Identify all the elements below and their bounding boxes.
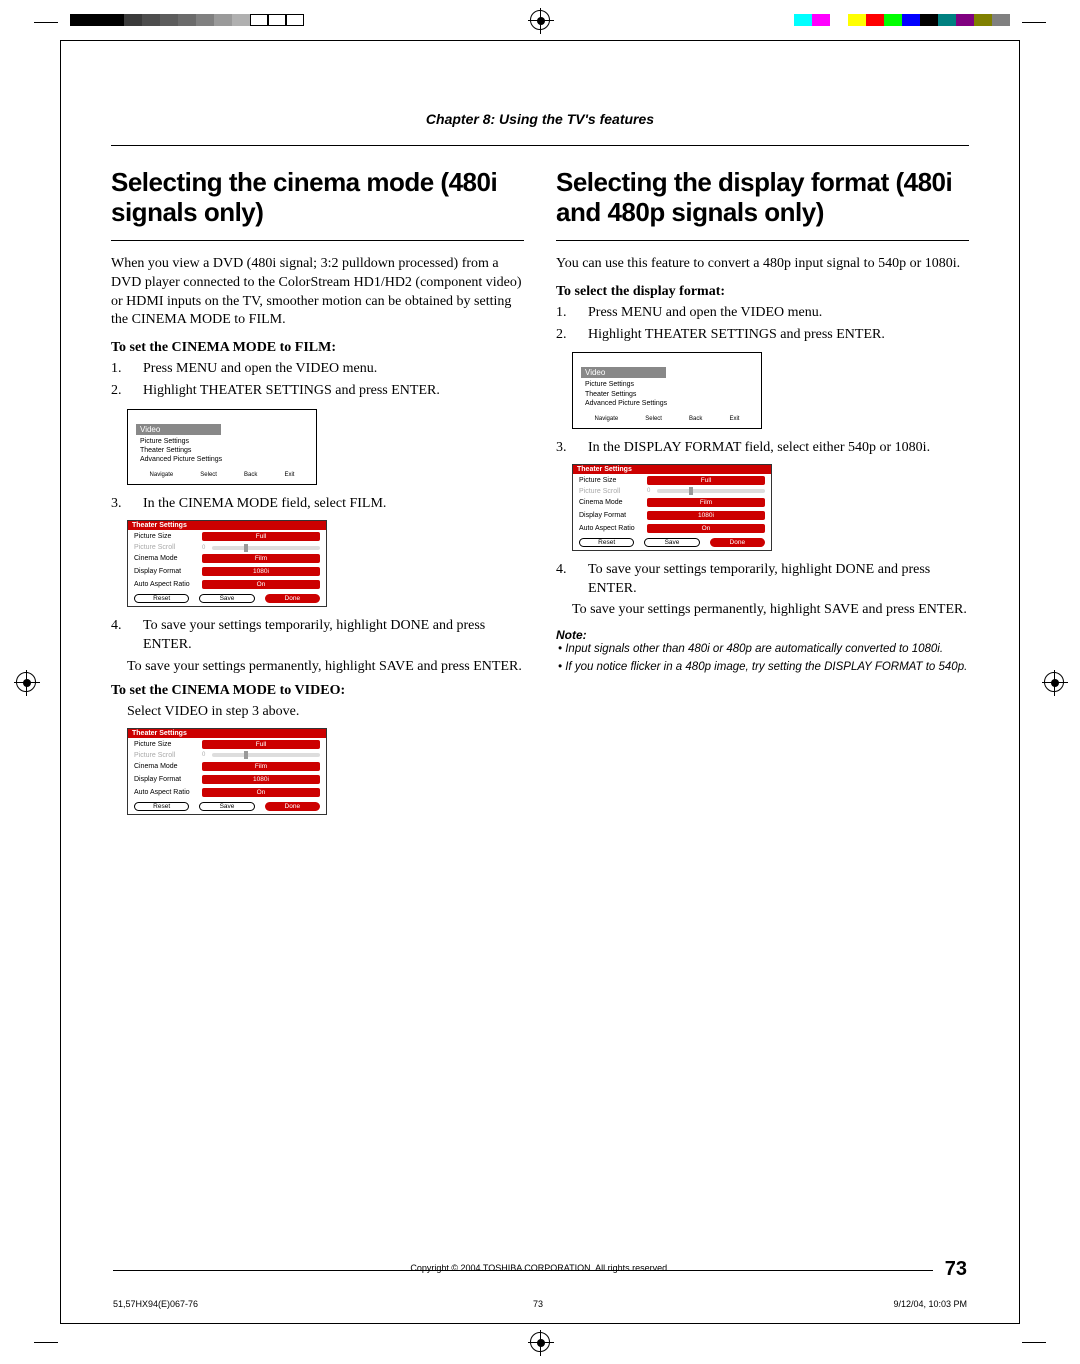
page: Chapter 8: Using the TV's features Selec… [60,40,1020,1324]
registration-bottom [0,1332,1080,1356]
subhead-video: To set the CINEMA MODE to VIDEO: [111,683,524,699]
reg-left-icon [16,672,36,692]
theater-settings-fig-1: Theater SettingsPicture SizeFullPicture … [127,520,327,607]
note-item: • Input signals other than 480i or 480p … [556,642,969,657]
steps-film: 1.Press MENU and open the VIDEO menu. 2.… [111,360,524,401]
note-heading: Note: [556,628,969,642]
note-item: • If you notice flicker in a 480p image,… [556,660,969,675]
step4-film: 4.To save your settings temporarily, hig… [111,617,524,655]
subhead-display: To select the display format: [556,284,969,300]
right-column: Selecting the display format (480i and 4… [556,168,969,825]
page-number: 73 [945,1258,967,1281]
theater-settings-fig-2: Theater SettingsPicture SizeFullPicture … [127,728,327,815]
divider [111,145,969,146]
steps-display: 1.Press MENU and open the VIDEO menu. 2.… [556,304,969,345]
intro-right: You can use this feature to convert a 48… [556,255,969,274]
section-title-left: Selecting the cinema mode (480i signals … [111,168,524,241]
footer-copyright: Copyright © 2004 TOSHIBA CORPORATION. Al… [61,1263,1019,1273]
chapter-header: Chapter 8: Using the TV's features [111,111,969,127]
theater-settings-fig-3: Theater SettingsPicture SizeFullPicture … [572,464,772,551]
video-menu-fig: Video Picture Settings Theater Settings … [127,409,317,485]
footer-meta: 51,57HX94(E)067-76 73 9/12/04, 10:03 PM [113,1299,967,1309]
left-column: Selecting the cinema mode (480i signals … [111,168,524,825]
registration-top [0,8,1080,32]
section-title-right: Selecting the display format (480i and 4… [556,168,969,241]
step3-film: 3.In the CINEMA MODE field, select FILM. [111,495,524,514]
intro-left: When you view a DVD (480i signal; 3:2 pu… [111,255,524,331]
subhead-film: To set the CINEMA MODE to FILM: [111,340,524,356]
video-menu-fig-2: Video Picture Settings Theater Settings … [572,352,762,428]
reg-right-icon [1044,672,1064,692]
step4-display: 4.To save your settings temporarily, hig… [556,561,969,599]
step3-display: 3.In the DISPLAY FORMAT field, select ei… [556,439,969,458]
note-list: • Input signals other than 480i or 480p … [556,642,969,675]
